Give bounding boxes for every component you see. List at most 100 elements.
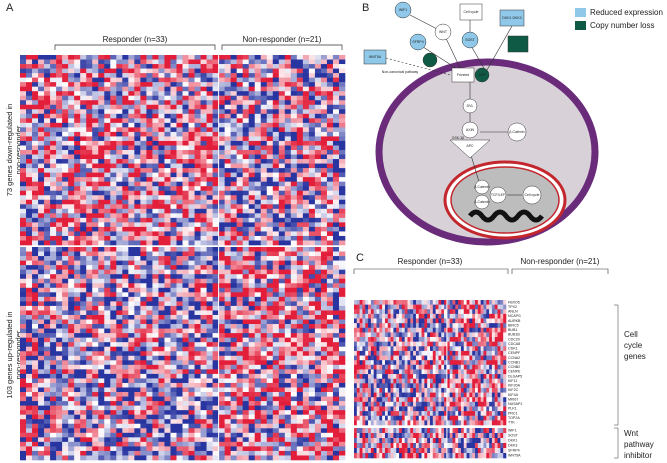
heatmap-cell [116,451,122,456]
heatmap-cell [339,356,345,361]
heatmap-cell [249,261,255,266]
heatmap-cell [315,186,321,191]
heatmap-cell [170,182,176,187]
heatmap-cell [152,123,158,128]
heatmap-cell [116,265,122,270]
heatmap-cell [309,415,315,420]
heatmap-cell [207,261,213,266]
heatmap-cell [128,231,134,236]
heatmap-cell [122,365,128,370]
heatmap-cell [237,437,243,442]
heatmap-cell [98,195,104,200]
heatmap-cell [285,100,291,105]
heatmap-cell [315,306,321,311]
heatmap-cell [243,324,249,329]
heatmap-cell [189,73,195,78]
heatmap-cell [152,383,158,388]
heatmap-cell [62,123,68,128]
heatmap-cell [207,301,213,306]
heatmap-cell [225,132,231,137]
heatmap-cell [92,415,98,420]
heatmap-cell [74,173,80,178]
heatmap-cell [68,64,74,69]
heatmap-cell [261,155,267,160]
heatmap-cell [38,288,44,293]
heatmap-cell [285,168,291,173]
heatmap-cell [50,347,56,352]
heatmap-cell [243,279,249,284]
heatmap-cell [237,292,243,297]
heatmap-cell [213,141,219,146]
heatmap-cell [110,204,116,209]
heatmap-cell [164,292,170,297]
heatmap-cell [321,109,327,114]
heatmap-cell [134,82,140,87]
heatmap-cell [285,247,291,252]
heatmap-cell [158,320,164,325]
heatmap-cell [50,315,56,320]
heatmap-cell [315,168,321,173]
heatmap-cell [44,356,50,361]
heatmap-cell [279,446,285,451]
heatmap-cell [297,306,303,311]
heatmap-cell [128,227,134,232]
heatmap-cell [297,247,303,252]
heatmap-cell [140,222,146,227]
heatmap-cell [231,315,237,320]
heatmap-cell [219,283,225,288]
heatmap-cell [303,324,309,329]
heatmap-cell [309,159,315,164]
heatmap-cell [309,100,315,105]
heatmap-cell [50,240,56,245]
heatmap-cell [146,73,152,78]
heatmap-cell [291,437,297,442]
heatmap-cell [176,428,182,433]
heatmap-cell [183,191,189,196]
heatmap-cell [164,261,170,266]
heatmap-cell [225,292,231,297]
heatmap-cell [158,132,164,137]
heatmap-cell [183,96,189,101]
heatmap-cell [219,186,225,191]
heatmap-cell [333,256,339,261]
heatmap-cell [38,297,44,302]
heatmap-cell [26,387,32,392]
heatmap-cell [86,82,92,87]
heatmap-cell [195,209,201,214]
heatmap-cell [219,301,225,306]
heatmap-cell [68,419,74,424]
heatmap-cell [225,265,231,270]
heatmap-cell [110,301,116,306]
heatmap-cell [86,415,92,420]
heatmap-cell [80,310,86,315]
heatmap-cell [333,195,339,200]
heatmap-cell [455,305,458,310]
heatmap-cell [80,127,86,132]
heatmap-cell [255,265,261,270]
heatmap-cell [219,261,225,266]
heatmap-cell [189,292,195,297]
heatmap-cell [321,410,327,415]
heatmap-cell [467,300,470,305]
heatmap-cell [291,369,297,374]
heatmap-cell [261,96,267,101]
heatmap-cell [225,252,231,257]
heatmap-cell [189,310,195,315]
heatmap-cell [74,164,80,169]
heatmap-cell [327,256,333,261]
heatmap-cell [189,342,195,347]
heatmap-cell [201,324,207,329]
heatmap-cell [38,231,44,236]
heatmap-cell [26,383,32,388]
heatmap-cell [267,150,273,155]
heatmap-cell [32,320,38,325]
heatmap-cell [213,410,219,415]
heatmap-cell [213,155,219,160]
heatmap-cell [273,256,279,261]
heatmap-cell [50,415,56,420]
heatmap-cell [291,64,297,69]
heatmap-cell [243,186,249,191]
heatmap-cell [38,123,44,128]
heatmap-cell [183,155,189,160]
heatmap-cell [104,288,110,293]
